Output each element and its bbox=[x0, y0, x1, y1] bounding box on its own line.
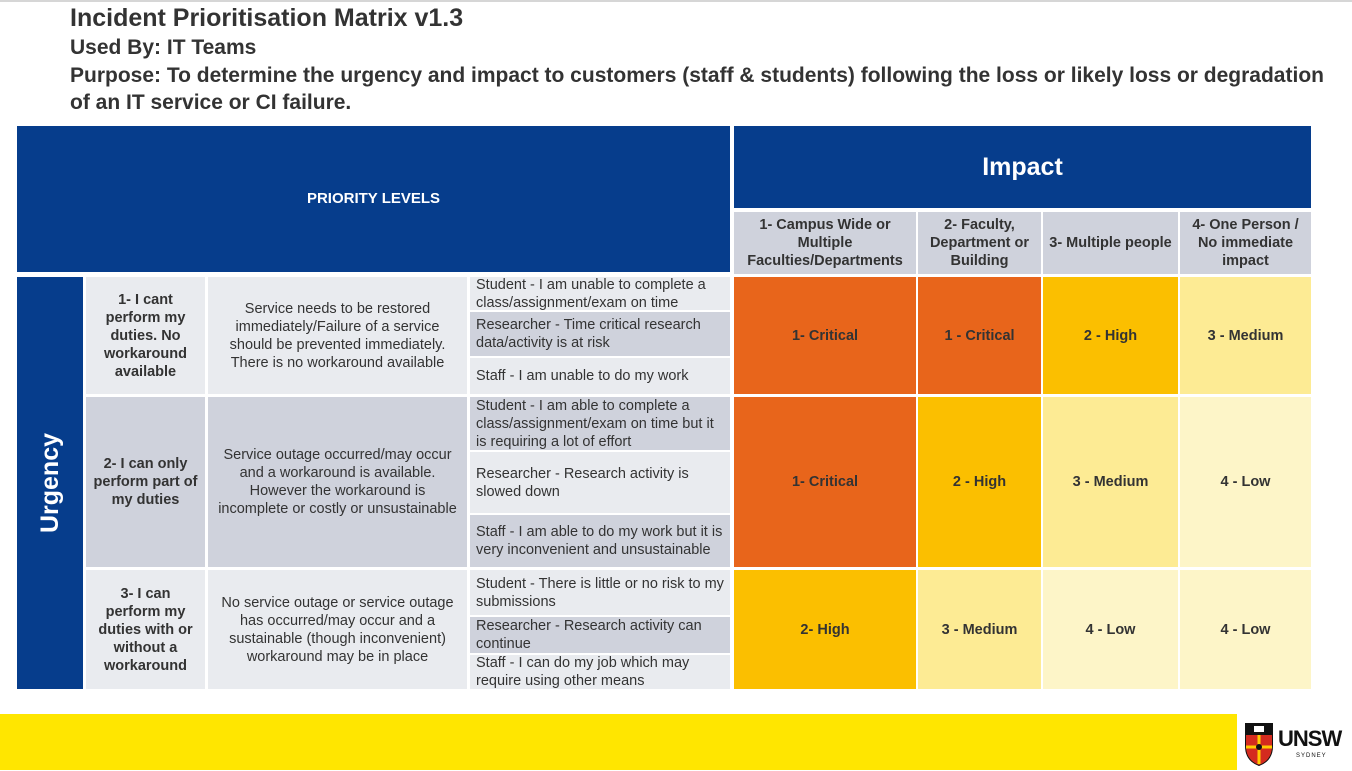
priority-cell-r3-c1: 2- High bbox=[734, 570, 916, 689]
priority-cell-r2-c4: 4 - Low bbox=[1180, 397, 1311, 567]
page-title: Incident Prioritisation Matrix v1.3 bbox=[70, 4, 464, 32]
used-by-line: Used By: IT Teams bbox=[70, 36, 257, 59]
top-divider bbox=[0, 0, 1352, 2]
priority-cell-r3-c3: 4 - Low bbox=[1043, 570, 1178, 689]
unsw-crest-icon bbox=[1245, 723, 1273, 767]
priority-cell-r2-c3: 3 - Medium bbox=[1043, 397, 1178, 567]
logo-wordmark: UNSW bbox=[1278, 726, 1342, 751]
example-researcher-3: Researcher - Research activity can conti… bbox=[470, 617, 730, 653]
unsw-logo: UNSW SYDNEY bbox=[1244, 722, 1348, 767]
purpose-line: Purpose: To determine the urgency and im… bbox=[70, 64, 1324, 114]
example-researcher-2: Researcher - Research activity is slowed… bbox=[470, 452, 730, 513]
urgency-description-2: Service outage occurred/may occur and a … bbox=[208, 397, 467, 567]
impact-col-2: 2- Faculty, Department or Building bbox=[918, 212, 1041, 274]
impact-col-4: 4- One Person / No immediate impact bbox=[1180, 212, 1311, 274]
example-student-3: Student - There is little or no risk to … bbox=[470, 570, 730, 615]
urgency-label: Urgency bbox=[36, 432, 65, 534]
priority-cell-r1-c2: 1 - Critical bbox=[918, 277, 1041, 394]
impact-col-1: 1- Campus Wide or Multiple Faculties/Dep… bbox=[734, 212, 916, 274]
urgency-level-1: 1- I cant perform my duties. No workarou… bbox=[86, 277, 205, 394]
priority-cell-r1-c3: 2 - High bbox=[1043, 277, 1178, 394]
priority-cell-r3-c2: 3 - Medium bbox=[918, 570, 1041, 689]
impact-col-3: 3- Multiple people bbox=[1043, 212, 1178, 274]
logo-subtext: SYDNEY bbox=[1296, 753, 1327, 759]
priority-cell-r2-c2: 2 - High bbox=[918, 397, 1041, 567]
footer-bar bbox=[0, 714, 1352, 770]
example-staff-2: Staff - I am able to do my work but it i… bbox=[470, 515, 730, 567]
priority-cell-r1-c4: 3 - Medium bbox=[1180, 277, 1311, 394]
urgency-description-1: Service needs to be restored immediately… bbox=[208, 277, 467, 394]
urgency-level-3: 3- I can perform my duties with or witho… bbox=[86, 570, 205, 689]
example-staff-3: Staff - I can do my job which may requir… bbox=[470, 655, 730, 689]
priority-cell-r3-c4: 4 - Low bbox=[1180, 570, 1311, 689]
urgency-description-3: No service outage or service outage has … bbox=[208, 570, 467, 689]
impact-header: Impact bbox=[734, 126, 1311, 208]
priority-cell-r1-c1: 1- Critical bbox=[734, 277, 916, 394]
example-student-1: Student - I am unable to complete a clas… bbox=[470, 277, 730, 311]
example-staff-1: Staff - I am unable to do my work bbox=[470, 358, 730, 394]
example-student-2: Student - I am able to complete a class/… bbox=[470, 397, 730, 450]
urgency-header: Urgency bbox=[17, 277, 83, 689]
priority-cell-r2-c1: 1- Critical bbox=[734, 397, 916, 567]
example-researcher-1: Researcher - Time critical research data… bbox=[470, 312, 730, 356]
priority-levels-header: PRIORITY LEVELS bbox=[17, 126, 730, 272]
urgency-level-2: 2- I can only perform part of my duties bbox=[86, 397, 205, 567]
